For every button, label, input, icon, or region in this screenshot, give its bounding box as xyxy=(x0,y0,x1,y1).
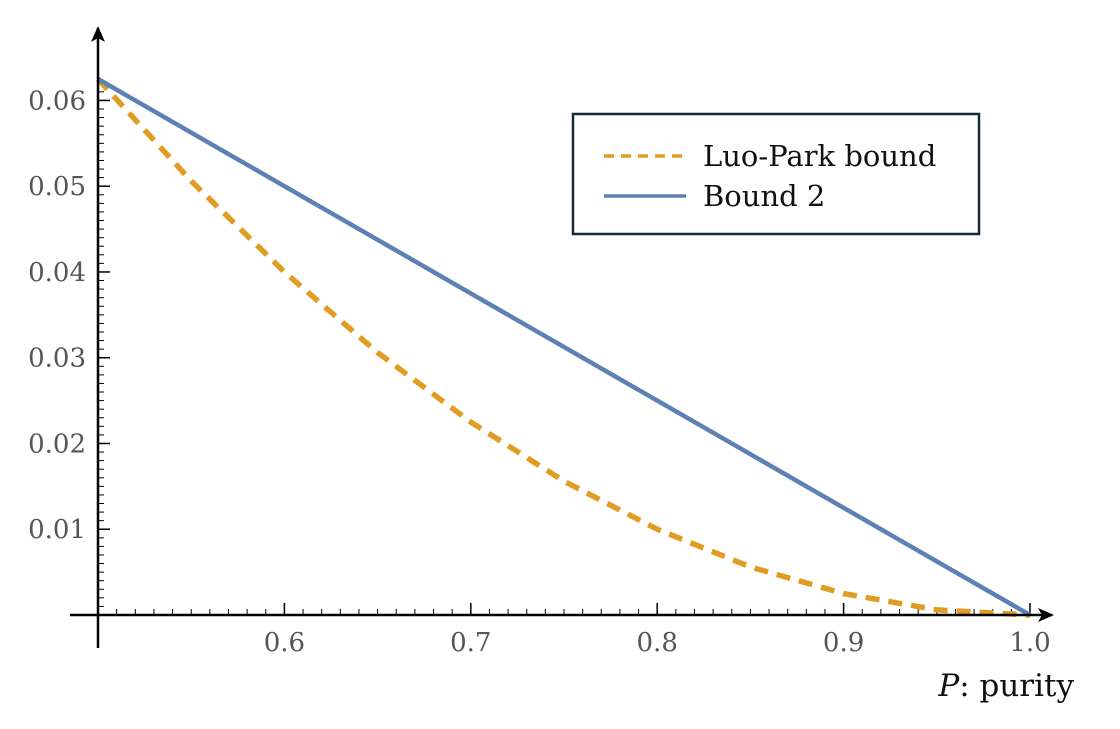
major-ticks xyxy=(98,99,1031,615)
legend-label-luo-park: Luo-Park bound xyxy=(703,139,936,173)
x-axis-label-text: : purity xyxy=(959,668,1074,704)
x-axis-label-variable: P xyxy=(937,668,960,704)
y-tick-label: 0.06 xyxy=(28,86,86,116)
series-line-luo-park-bound xyxy=(95,77,1031,618)
x-tick-label: 0.6 xyxy=(264,628,305,658)
x-tick-label: 1.0 xyxy=(1009,628,1050,658)
y-tick-label: 0.05 xyxy=(28,172,86,202)
x-tick-labels: 0.6 0.7 0.8 0.9 1.0 xyxy=(264,628,1051,658)
legend: Luo-Park bound Bound 2 xyxy=(571,112,981,236)
legend-label-bound-2: Bound 2 xyxy=(703,179,825,213)
y-tick-label: 0.01 xyxy=(28,515,86,545)
y-tick-label: 0.03 xyxy=(28,344,86,374)
x-tick-label: 0.9 xyxy=(823,628,864,658)
y-tick-label: 0.02 xyxy=(28,429,86,459)
x-axis-label: P: purity xyxy=(937,668,1074,704)
y-tick-label: 0.04 xyxy=(28,258,86,288)
y-tick-labels: 0.01 0.02 0.03 0.04 0.05 0.06 xyxy=(28,86,86,545)
x-tick-label: 0.8 xyxy=(637,628,678,658)
legend-box xyxy=(571,112,981,236)
series-layer xyxy=(95,77,1032,618)
x-tick-label: 0.7 xyxy=(450,628,491,658)
series-line-bound-2 xyxy=(96,77,1032,617)
